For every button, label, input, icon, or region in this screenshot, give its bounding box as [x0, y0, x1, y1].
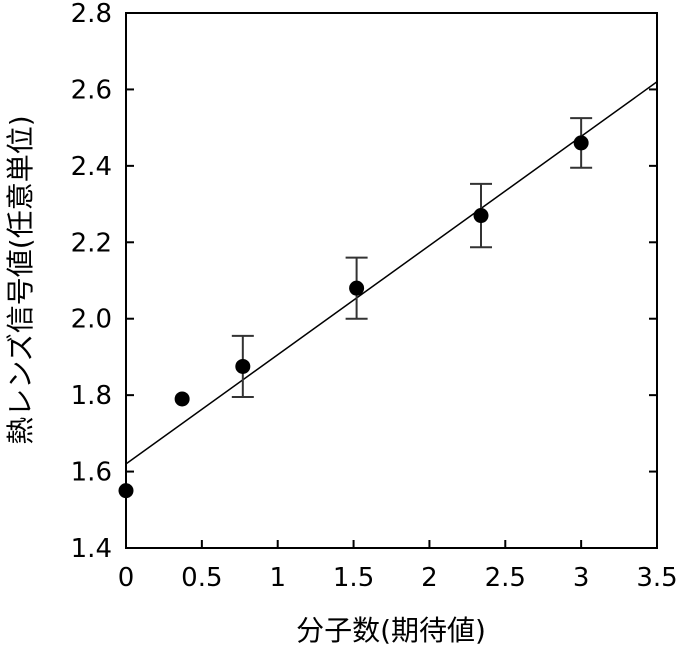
y-tick-label: 2.8	[71, 0, 112, 29]
x-tick-label: 3.5	[636, 563, 677, 593]
y-tick-label: 2.0	[71, 305, 112, 335]
data-points	[118, 135, 589, 499]
x-axis-title: 分子数(期待値)	[296, 614, 486, 647]
data-point	[118, 483, 134, 499]
data-point	[349, 280, 365, 296]
x-tick-label: 1.5	[333, 563, 374, 593]
y-tick-label: 2.4	[71, 152, 112, 182]
data-point	[473, 208, 489, 224]
data-point	[235, 358, 251, 374]
y-tick-label: 2.2	[71, 228, 112, 258]
x-tick-label: 2	[421, 563, 438, 593]
y-tick-label: 2.6	[71, 75, 112, 105]
fit-line-group	[125, 81, 658, 465]
data-point	[573, 135, 589, 151]
error-bars	[231, 117, 593, 399]
x-axis-ticks: 0 0.5 1 1.5 2 2.5 3 3.5	[118, 540, 678, 593]
x-tick-label: 0.5	[181, 563, 222, 593]
y-tick-label: 1.8	[71, 381, 112, 411]
y-tick-label: 1.6	[71, 458, 112, 488]
y-axis-title: 熱レンズ信号値(任意単位)	[4, 115, 37, 444]
y-tick-label: 1.4	[71, 534, 112, 564]
fit-line	[125, 81, 658, 465]
plot-frame	[125, 12, 658, 549]
y-axis-ticks: 1.4 1.6 1.8 2.0 2.2 2.4 2.6 2.8	[71, 0, 657, 564]
x-tick-label: 0	[118, 563, 135, 593]
data-point	[174, 391, 190, 407]
x-tick-label: 1	[269, 563, 286, 593]
x-tick-label: 3	[573, 563, 590, 593]
x-tick-label: 2.5	[485, 563, 526, 593]
